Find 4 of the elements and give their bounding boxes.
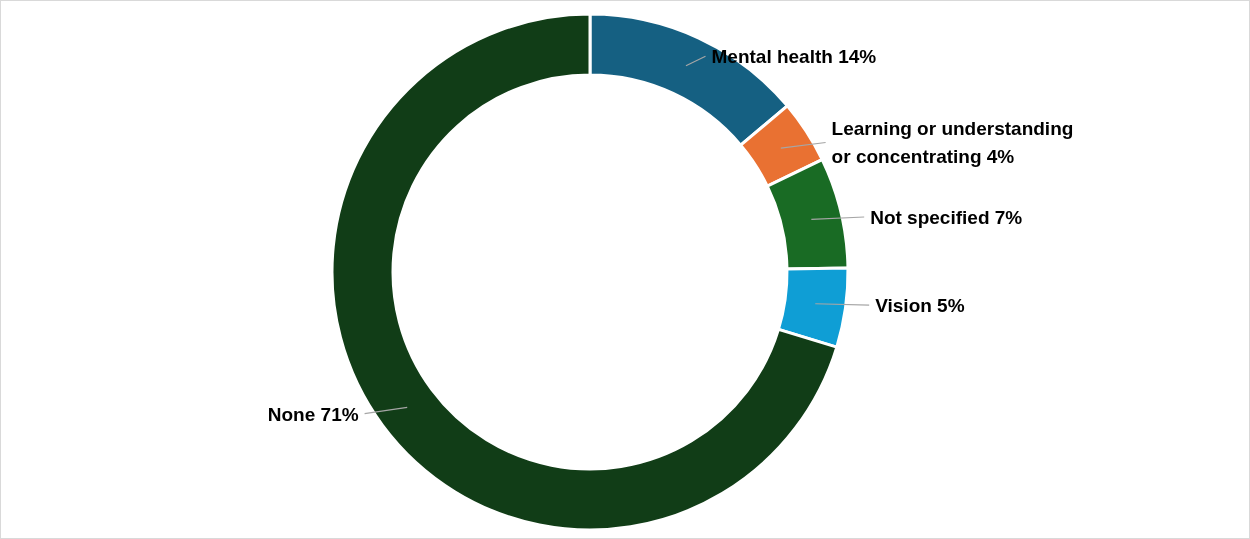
slice-label: Learning or understanding or concentrating 4%	[831, 118, 1074, 168]
slice-label: Vision 5%	[875, 295, 965, 317]
slice-label: None 71%	[267, 403, 359, 425]
slice-label: Not specified 7%	[870, 206, 1023, 228]
